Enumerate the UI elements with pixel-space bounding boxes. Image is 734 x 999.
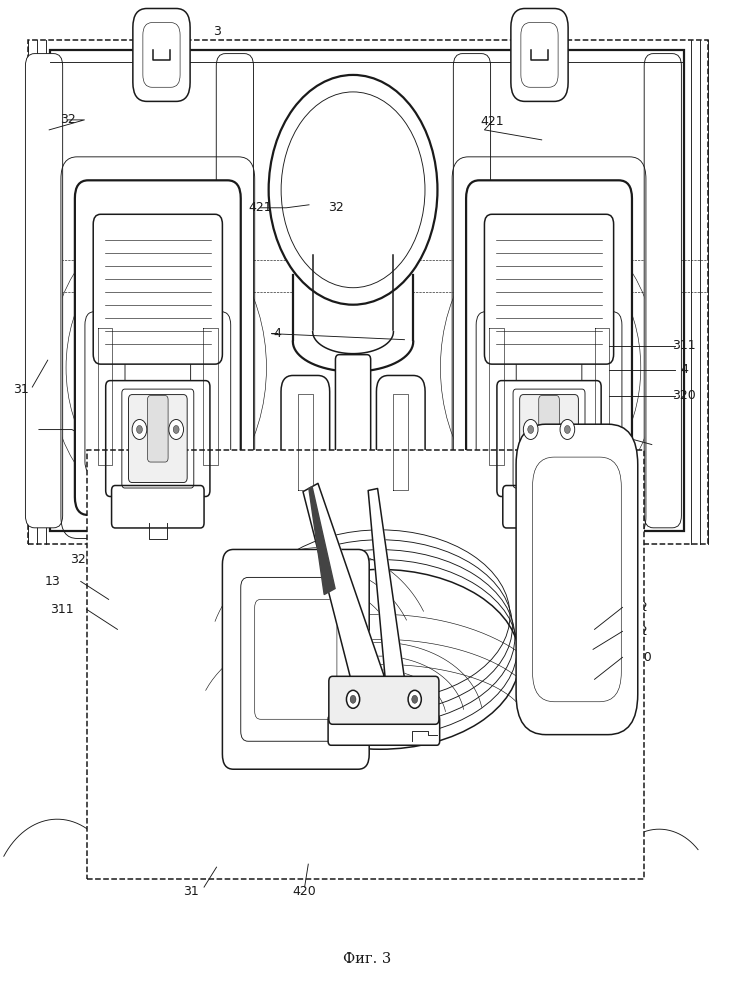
Text: 311: 311 (50, 602, 73, 616)
Circle shape (408, 690, 421, 708)
FancyBboxPatch shape (484, 214, 614, 364)
Circle shape (173, 426, 179, 434)
Text: 1: 1 (441, 552, 448, 566)
Text: 2: 2 (472, 552, 479, 566)
Text: 320: 320 (628, 650, 652, 664)
Text: 311: 311 (672, 339, 696, 353)
Text: 3: 3 (418, 552, 425, 566)
Circle shape (523, 420, 538, 440)
FancyBboxPatch shape (143, 23, 180, 87)
Text: 420: 420 (293, 884, 316, 898)
FancyBboxPatch shape (582, 312, 622, 475)
FancyBboxPatch shape (497, 381, 601, 497)
Text: 32: 32 (632, 624, 648, 638)
Text: 3: 3 (541, 25, 548, 39)
Polygon shape (309, 487, 335, 594)
Text: 4: 4 (274, 327, 281, 341)
Text: 1: 1 (487, 552, 494, 566)
FancyBboxPatch shape (128, 395, 187, 483)
FancyBboxPatch shape (533, 458, 621, 701)
FancyBboxPatch shape (520, 395, 578, 483)
Bar (28, 40, 708, 544)
Circle shape (350, 695, 356, 703)
Text: 32: 32 (60, 113, 76, 127)
Text: 32: 32 (328, 201, 344, 215)
Circle shape (560, 420, 575, 440)
Text: 4: 4 (456, 552, 463, 566)
FancyBboxPatch shape (328, 715, 440, 745)
Circle shape (346, 690, 360, 708)
Polygon shape (368, 489, 404, 681)
Text: Фиг. 3: Фиг. 3 (343, 952, 391, 966)
FancyBboxPatch shape (26, 54, 62, 527)
Text: 31: 31 (12, 383, 29, 397)
Text: 311: 311 (139, 552, 163, 566)
FancyBboxPatch shape (335, 355, 371, 536)
FancyBboxPatch shape (133, 9, 190, 102)
FancyBboxPatch shape (476, 312, 516, 475)
Circle shape (528, 426, 534, 434)
Circle shape (132, 420, 147, 440)
FancyBboxPatch shape (516, 425, 638, 734)
Circle shape (269, 75, 437, 305)
Bar (87, 450, 644, 879)
Text: 3: 3 (336, 421, 344, 435)
FancyBboxPatch shape (112, 486, 204, 527)
FancyBboxPatch shape (329, 676, 439, 724)
FancyBboxPatch shape (377, 376, 425, 507)
Circle shape (412, 695, 418, 703)
Text: 320: 320 (672, 389, 696, 403)
Text: 4: 4 (680, 363, 688, 377)
FancyBboxPatch shape (466, 181, 632, 515)
FancyBboxPatch shape (106, 381, 210, 497)
FancyBboxPatch shape (85, 312, 125, 475)
FancyBboxPatch shape (217, 54, 253, 527)
FancyBboxPatch shape (93, 214, 222, 364)
Bar (87, 450, 644, 879)
FancyBboxPatch shape (75, 181, 241, 515)
FancyBboxPatch shape (148, 396, 168, 462)
Text: 421: 421 (238, 552, 261, 566)
FancyBboxPatch shape (281, 376, 330, 507)
Text: 421: 421 (249, 201, 272, 215)
Circle shape (564, 426, 570, 434)
FancyBboxPatch shape (191, 312, 230, 475)
Polygon shape (293, 255, 413, 372)
Text: 42: 42 (632, 600, 648, 614)
Text: 421: 421 (480, 115, 504, 129)
Circle shape (137, 426, 142, 434)
Polygon shape (303, 484, 384, 692)
Text: 31: 31 (183, 884, 199, 898)
Bar (50, 50, 684, 531)
FancyBboxPatch shape (644, 54, 681, 527)
Circle shape (169, 420, 184, 440)
FancyBboxPatch shape (454, 54, 490, 527)
Text: 13: 13 (45, 574, 61, 588)
Text: 320: 320 (70, 552, 94, 566)
Text: 3: 3 (213, 25, 220, 39)
FancyBboxPatch shape (521, 23, 558, 87)
FancyBboxPatch shape (503, 486, 595, 527)
FancyBboxPatch shape (511, 9, 568, 102)
FancyBboxPatch shape (539, 396, 559, 462)
FancyBboxPatch shape (222, 549, 369, 769)
